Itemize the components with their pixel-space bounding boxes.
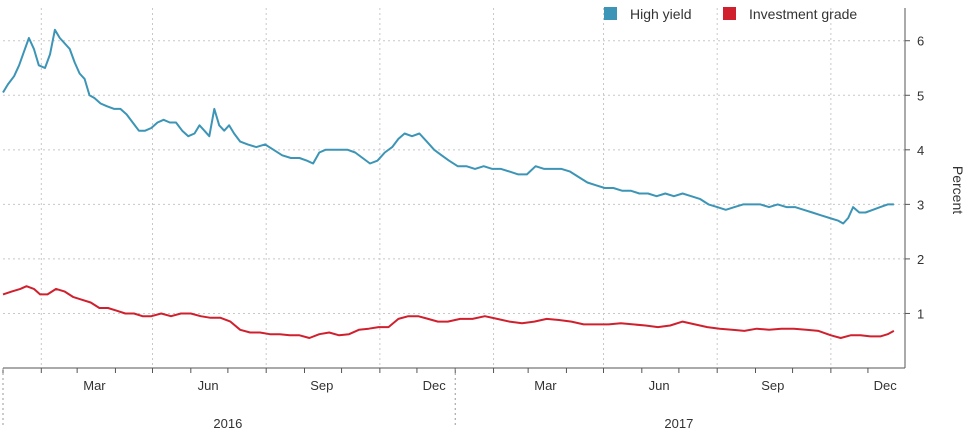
x-tick-label: Dec	[423, 378, 447, 393]
grid-lines	[3, 8, 905, 368]
legend-swatch-high-yield	[604, 7, 617, 20]
y-tick-label: 3	[917, 197, 924, 212]
high-yield-line	[2, 28, 894, 225]
x-tick-label: Sep	[310, 378, 333, 393]
y-tick-label: 5	[917, 88, 924, 103]
y-tick-label: 2	[917, 252, 924, 267]
series-lines	[2, 28, 895, 339]
x-tick-label: Sep	[761, 378, 784, 393]
y-tick-label: 4	[917, 143, 924, 158]
x-tick-label: Jun	[198, 378, 219, 393]
y-tick-label: 6	[917, 34, 924, 49]
axes: 1 2 3 4 5 6 Mar Jun Sep Dec Mar Jun Sep Dec 2016 2017	[2, 8, 924, 428]
y-tick-label: 1	[917, 306, 924, 321]
legend: High yield Investment grade	[604, 6, 857, 22]
x-tick-label: Mar	[534, 378, 557, 393]
x-tick-label: Mar	[83, 378, 106, 393]
legend-swatch-investment-grade	[723, 7, 736, 20]
x-year-label: 2017	[664, 416, 693, 428]
y-axis-title: Percent	[950, 166, 966, 214]
legend-label-high-yield: High yield	[630, 6, 691, 22]
investment-grade-line	[2, 285, 895, 339]
x-tick-label: Dec	[874, 378, 898, 393]
x-year-label: 2016	[213, 416, 242, 428]
x-tick-label: Jun	[649, 378, 670, 393]
legend-label-investment-grade: Investment grade	[749, 6, 857, 22]
